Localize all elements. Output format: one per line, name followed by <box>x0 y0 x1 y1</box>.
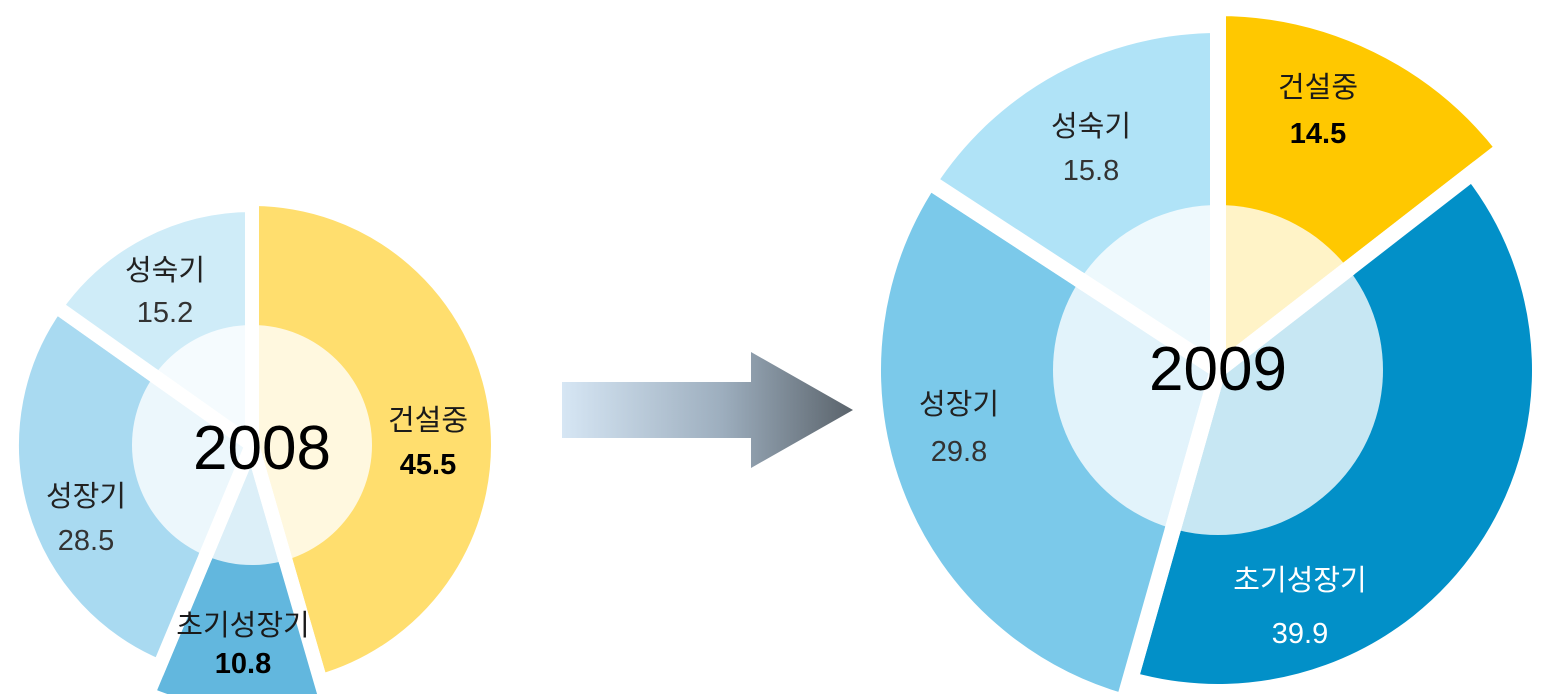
slice-value: 39.9 <box>1272 618 1328 650</box>
slice-label: 성숙기 <box>1051 109 1131 143</box>
slice-label: 초기성장기 <box>176 608 309 642</box>
slice-separator <box>1073 272 1223 377</box>
slice-value: 15.8 <box>1063 155 1119 187</box>
slice-label: 성숙기 <box>125 253 205 287</box>
slice-value: 15.2 <box>137 297 193 329</box>
slice-label: 초기성장기 <box>1233 563 1366 597</box>
pies-layer: 2008 건설중 45.5 초기성장기 10.8 성장기 28.5 성숙기 15.2 2009 건설… <box>5 0 1548 694</box>
slice-separator <box>245 443 293 565</box>
slice-value: 28.5 <box>58 525 114 557</box>
pie-chart-2008: 2008 건설중 45.5 초기성장기 10.8 성장기 28.5 성숙기 15.2 <box>5 191 505 694</box>
pie-slice-3 <box>5 296 261 676</box>
slice-separator <box>148 368 257 451</box>
slice-separator <box>1213 261 1355 377</box>
pie-chart-2009: 2009 건설중 14.5 초기성장기 39.9 성장기 29.8 성숙기 15.8 <box>864 0 1548 694</box>
slice-value: 45.5 <box>400 449 456 481</box>
slice-value: 14.5 <box>1290 118 1346 150</box>
slice-label: 성장기 <box>919 387 999 421</box>
slice-label: 성장기 <box>46 479 126 513</box>
slice-separator <box>198 442 259 561</box>
pie-slice-1 <box>245 191 505 690</box>
slice-label: 건설중 <box>1278 70 1358 104</box>
slice-value: 29.8 <box>931 436 987 468</box>
pie-slice-2 <box>140 424 332 694</box>
pie-slice-3 <box>864 170 1228 694</box>
pie-center-label: 2008 <box>193 414 331 483</box>
pie-center-label: 2009 <box>1149 335 1287 404</box>
arrow-right-icon <box>562 352 853 468</box>
slice-label: 건설중 <box>388 403 468 437</box>
slice-separator <box>1164 367 1226 533</box>
slice-value: 10.8 <box>215 648 271 680</box>
